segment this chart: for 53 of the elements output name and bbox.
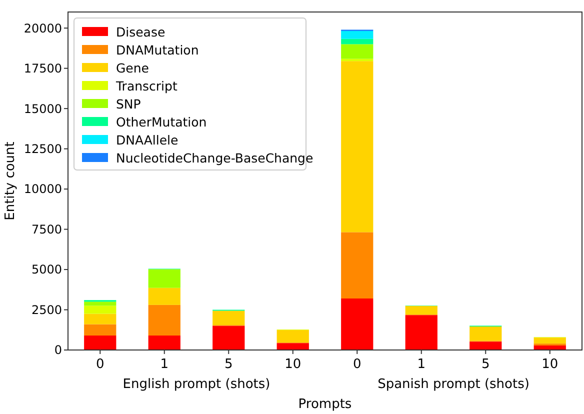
x-tick-label: 10 — [284, 357, 302, 372]
bar — [341, 298, 374, 350]
bar — [212, 310, 245, 326]
x-tick-label: 1 — [417, 357, 426, 372]
bar — [534, 338, 566, 344]
bar — [405, 315, 438, 350]
legend-label: Gene — [116, 60, 150, 76]
bar — [405, 306, 438, 315]
y-tick-label: 2500 — [31, 302, 62, 317]
bar — [341, 44, 374, 59]
bar — [470, 326, 502, 341]
x-tick-label: 10 — [542, 357, 558, 372]
x-axis-title: Prompts — [298, 397, 352, 412]
y-tick-label: 17500 — [24, 62, 62, 76]
bar — [341, 61, 374, 232]
bar — [470, 342, 502, 350]
bar — [276, 343, 309, 350]
legend-label: NucleotideChange-BaseChange — [116, 150, 314, 166]
x-tick-label: 0 — [96, 357, 104, 372]
bar — [341, 38, 374, 44]
x-tick-label: 1 — [160, 357, 169, 372]
legend-label: DNAMutation — [116, 42, 199, 58]
text: English prompt (shots) — [122, 377, 270, 392]
bar — [212, 326, 245, 350]
legend-label: Transcript — [115, 78, 178, 94]
bar — [84, 306, 116, 314]
bar — [148, 304, 180, 336]
legend-label: DNAAllele — [116, 132, 179, 148]
x-tick-label: 0 — [352, 357, 362, 372]
bar — [276, 330, 309, 343]
x-tick-label: 5 — [481, 357, 490, 372]
y-tick-label: 5000 — [31, 262, 62, 277]
x-tick-label: 5 — [224, 357, 233, 372]
legend-label: OtherMutation — [116, 114, 207, 130]
legend-label: Disease — [116, 24, 166, 40]
y-tick-label: 15000 — [24, 102, 62, 116]
legend-label: SNP — [116, 96, 142, 112]
bar — [84, 324, 116, 336]
bar — [84, 336, 116, 350]
bar — [148, 336, 180, 350]
y-tick-label: 12500 — [24, 142, 62, 156]
y-tick-label: 10000 — [24, 182, 62, 196]
bar — [341, 30, 374, 39]
bar — [341, 232, 374, 298]
y-tick-label: 20000 — [24, 21, 62, 36]
bar — [148, 288, 180, 305]
y-axis-title: Entity count — [3, 142, 18, 220]
bar — [148, 269, 180, 288]
text: Spanish prompt (shots) — [378, 377, 530, 392]
bar — [84, 314, 116, 324]
bar — [84, 302, 116, 306]
y-tick-label: 0 — [54, 343, 62, 358]
y-tick-label: 7500 — [31, 222, 62, 236]
